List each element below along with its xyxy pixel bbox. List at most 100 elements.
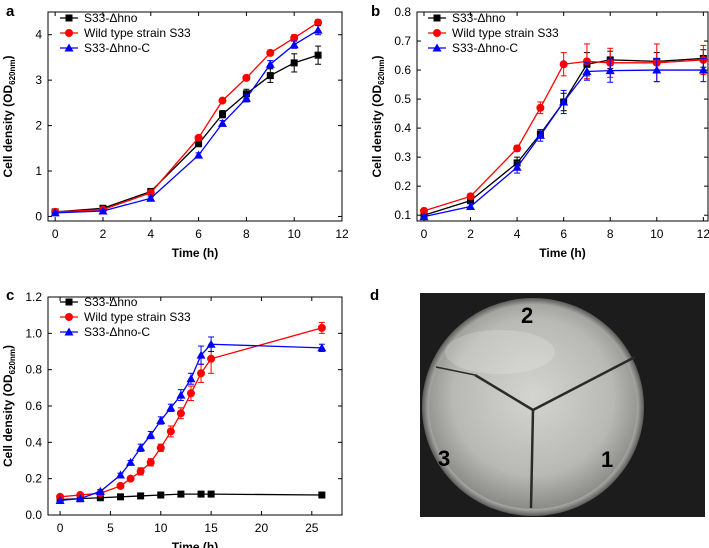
data-point — [186, 374, 196, 383]
data-point — [313, 25, 323, 34]
data-point — [290, 33, 299, 42]
x-tick-label: 10 — [154, 521, 168, 535]
series-circle — [56, 321, 326, 501]
data-point — [419, 206, 428, 215]
y-axis-label-main: Cell density (OD — [1, 374, 15, 467]
data-point — [137, 492, 145, 500]
legend-entry: S33-Δhno — [84, 295, 138, 309]
legend-swatch-marker — [65, 14, 73, 22]
data-point — [242, 90, 250, 98]
data-point — [146, 188, 155, 197]
data-point — [197, 490, 205, 498]
y-tick-label: 2 — [35, 119, 42, 133]
data-point — [176, 390, 186, 399]
data-point — [115, 470, 125, 479]
data-point — [265, 59, 275, 68]
y-tick-label: 1.0 — [25, 326, 42, 340]
data-point — [652, 65, 662, 74]
y-tick-label: 0.2 — [25, 472, 42, 486]
data-point — [582, 57, 591, 66]
x-tick-label: 10 — [650, 227, 664, 241]
x-axis-label: Time (h) — [172, 540, 218, 548]
data-point — [146, 193, 156, 202]
data-point — [116, 493, 124, 501]
panel-letter-c: c — [6, 287, 14, 304]
y-axis-label-subscript: 620nm — [377, 59, 386, 84]
x-tick-label: 10 — [288, 227, 302, 241]
data-point — [317, 323, 326, 332]
x-tick-label: 2 — [467, 227, 474, 241]
legend-entry: Wild type strain S33 — [84, 26, 191, 40]
data-point — [176, 409, 185, 418]
data-point — [55, 495, 65, 504]
data-point — [96, 494, 104, 502]
series-line — [60, 493, 322, 501]
data-point — [466, 201, 476, 210]
series-line — [60, 343, 322, 502]
x-tick-label: 6 — [560, 227, 567, 241]
series-line — [423, 57, 704, 216]
data-point — [195, 140, 203, 148]
y-tick-label: 0.7 — [394, 34, 411, 48]
legend-swatch-marker — [433, 14, 441, 22]
legend-entry: Wild type strain S33 — [452, 26, 559, 40]
y-tick-label: 0.8 — [394, 5, 411, 19]
y-tick-label: 3 — [35, 73, 42, 87]
legend-swatch-marker — [64, 327, 74, 336]
y-axis-label: Cell density (OD620nm) — [1, 55, 17, 177]
divider-line-bottom — [529, 409, 535, 509]
legend-swatch-marker — [65, 29, 73, 37]
x-tick-label: 8 — [243, 227, 250, 241]
data-point — [467, 197, 475, 205]
data-point — [241, 93, 251, 102]
data-point — [146, 458, 155, 467]
plate-label-3: 3 — [438, 446, 450, 471]
data-point — [156, 416, 166, 425]
y-axis-label-subscript: 620nm — [8, 349, 17, 374]
series-triangle — [419, 57, 708, 221]
y-axis-label-subscript: 620nm — [8, 59, 17, 84]
legend-entry: S33-Δhno — [84, 11, 138, 25]
data-point — [166, 427, 175, 436]
divider-line-left-outer — [435, 366, 476, 376]
data-point — [582, 67, 592, 76]
data-point — [75, 494, 85, 503]
series-line — [60, 327, 323, 498]
data-point — [317, 343, 327, 352]
legend-swatch-marker — [432, 43, 442, 52]
data-point — [194, 150, 204, 159]
data-point — [207, 354, 216, 363]
panel-letter-b: b — [371, 3, 380, 20]
data-point — [95, 486, 105, 495]
y-axis-label-close: ) — [1, 55, 15, 59]
series-line — [55, 29, 319, 214]
data-point — [136, 467, 145, 476]
legend-swatch-marker — [433, 29, 441, 37]
x-axis-label: Time (h) — [172, 246, 218, 260]
data-point — [177, 490, 185, 498]
data-point — [266, 72, 274, 80]
panel-d: d 2 3 1 — [370, 287, 705, 517]
data-point — [166, 403, 176, 412]
x-tick-label: 5 — [107, 521, 114, 535]
y-axis-label-main: Cell density (OD — [370, 85, 384, 178]
data-point — [318, 491, 326, 499]
data-point — [289, 40, 299, 49]
plot-frame — [416, 11, 709, 222]
data-point — [50, 208, 60, 217]
series-triangle — [55, 336, 327, 504]
legend-swatch-marker — [65, 298, 73, 306]
data-point — [466, 192, 475, 201]
data-point — [419, 212, 429, 221]
y-tick-label: 0.0 — [25, 508, 42, 522]
y-tick-label: 0.6 — [25, 399, 42, 413]
series-triangle — [50, 25, 323, 217]
divider-line-right — [532, 355, 636, 412]
data-point — [207, 490, 215, 498]
data-point — [196, 350, 206, 359]
y-axis-label-close: ) — [370, 55, 384, 59]
panel-letter-a: a — [6, 3, 15, 20]
